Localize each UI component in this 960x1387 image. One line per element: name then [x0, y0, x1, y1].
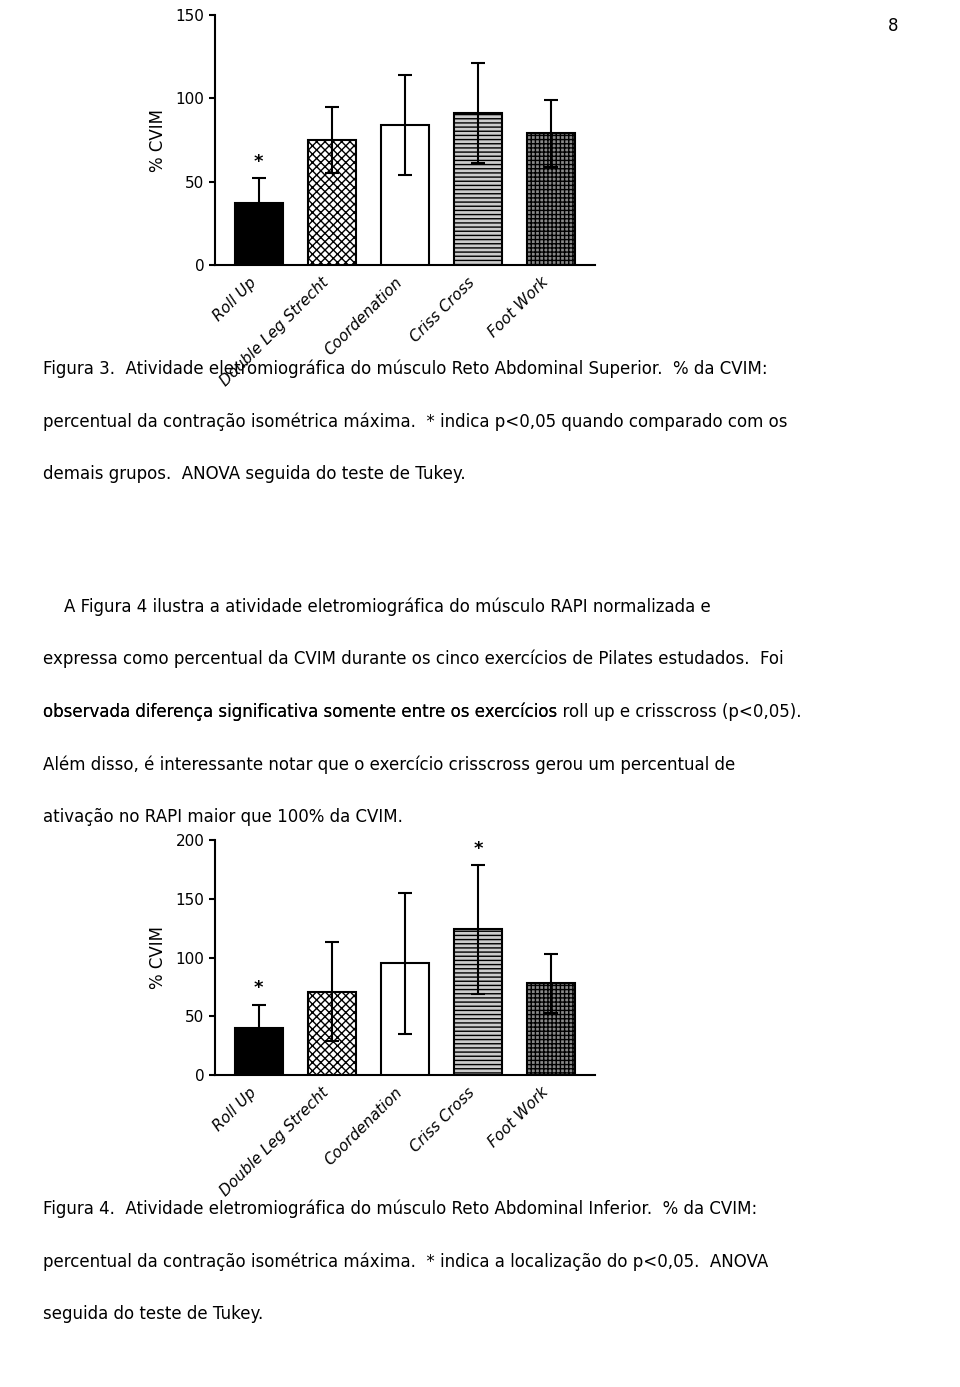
Y-axis label: % CVIM: % CVIM	[150, 108, 167, 172]
Bar	[308, 140, 355, 265]
Text: Figura 4.  Atividade eletromiográfica do músculo Reto Abdominal Inferior.  % da : Figura 4. Atividade eletromiográfica do …	[43, 1200, 757, 1219]
Text: expressa como percentual da CVIM durante os cinco exercícios de Pilates estudado: expressa como percentual da CVIM durante…	[43, 651, 783, 669]
Bar	[235, 204, 282, 265]
Text: Figura 3.  Atividade eletromiográfica do músculo Reto Abdominal Superior.  % da : Figura 3. Atividade eletromiográfica do …	[43, 361, 768, 379]
Text: *: *	[254, 979, 264, 997]
Bar	[381, 964, 429, 1075]
Bar	[308, 992, 355, 1075]
Text: ativação no RAPI maior que 100% da CVIM.: ativação no RAPI maior que 100% da CVIM.	[43, 809, 403, 827]
Text: percentual da contração isométrica máxima.  * indica a localização do p<0,05.  A: percentual da contração isométrica máxim…	[43, 1252, 768, 1272]
Text: 8: 8	[888, 17, 898, 35]
Text: *: *	[473, 839, 483, 857]
Text: Além disso, é interessante notar que o exercício crisscross gerou um percentual : Além disso, é interessante notar que o e…	[43, 756, 735, 774]
Bar	[381, 125, 429, 265]
Bar	[454, 114, 502, 265]
Text: seguida do teste de Tukey.: seguida do teste de Tukey.	[43, 1305, 263, 1323]
Text: observada diferença significativa somente entre os exercícios roll up e crisscro: observada diferença significativa soment…	[43, 703, 802, 721]
Bar	[527, 983, 575, 1075]
Text: *: *	[254, 153, 264, 171]
Text: demais grupos.  ANOVA seguida do teste de Tukey.: demais grupos. ANOVA seguida do teste de…	[43, 466, 466, 484]
Text: percentual da contração isométrica máxima.  * indica p<0,05 quando comparado com: percentual da contração isométrica máxim…	[43, 413, 788, 431]
Y-axis label: % CVIM: % CVIM	[150, 927, 167, 989]
Bar	[527, 133, 575, 265]
Text: A Figura 4 ilustra a atividade eletromiográfica do músculo RAPI normalizada e: A Figura 4 ilustra a atividade eletromio…	[43, 598, 711, 616]
Bar	[454, 929, 502, 1075]
Text: observada diferença significativa somente entre os exercícios: observada diferença significativa soment…	[43, 703, 563, 721]
Bar	[235, 1028, 282, 1075]
